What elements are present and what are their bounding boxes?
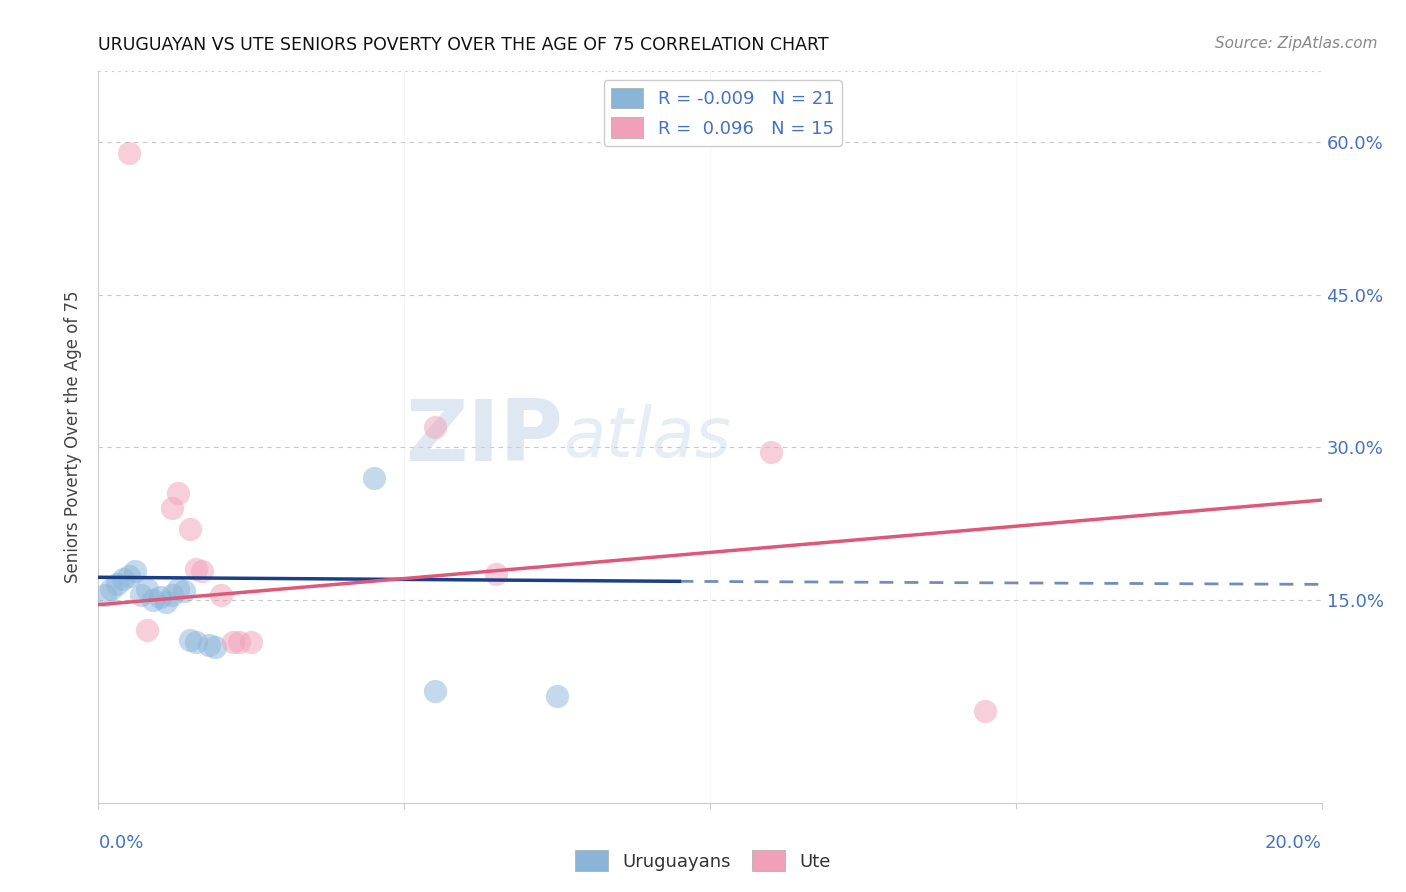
Point [118, 145, 141, 160]
Point [209, 588, 232, 602]
Point [485, 567, 508, 582]
Text: 0.0%: 0.0% [98, 834, 143, 852]
Point [167, 486, 190, 500]
Point [228, 635, 250, 649]
Point [160, 588, 183, 602]
Text: 20.0%: 20.0% [1265, 834, 1322, 852]
Point [179, 633, 201, 648]
Text: atlas: atlas [564, 403, 731, 471]
Point [155, 595, 177, 609]
Y-axis label: Seniors Poverty Over the Age of 75: Seniors Poverty Over the Age of 75 [65, 291, 83, 583]
Point [136, 582, 159, 597]
Point [186, 635, 208, 649]
Text: URUGUAYAN VS UTE SENIORS POVERTY OVER THE AGE OF 75 CORRELATION CHART: URUGUAYAN VS UTE SENIORS POVERTY OVER TH… [98, 36, 830, 54]
Point [222, 635, 245, 649]
Point [124, 564, 146, 578]
Point [149, 590, 172, 604]
Point [204, 640, 226, 655]
Point [142, 592, 165, 607]
Point [423, 684, 446, 698]
Text: Source: ZipAtlas.com: Source: ZipAtlas.com [1215, 36, 1378, 51]
Legend: Uruguayans, Ute: Uruguayans, Ute [568, 843, 838, 879]
Point [173, 584, 195, 599]
Point [167, 582, 190, 597]
Point [191, 564, 214, 578]
Point [100, 582, 122, 597]
Point [105, 577, 128, 591]
Point [546, 689, 568, 703]
Point [136, 623, 159, 637]
Point [118, 569, 141, 583]
Point [423, 420, 446, 434]
Point [759, 445, 782, 459]
Text: ZIP: ZIP [405, 395, 564, 479]
Legend: R = -0.009   N = 21, R =  0.096   N = 15: R = -0.009 N = 21, R = 0.096 N = 15 [603, 80, 842, 145]
Point [186, 562, 208, 576]
Point [93, 588, 115, 602]
Point [160, 501, 183, 516]
Point [197, 638, 219, 652]
Point [129, 588, 152, 602]
Point [974, 705, 997, 719]
Point [111, 572, 134, 586]
Point [179, 522, 201, 536]
Point [240, 635, 263, 649]
Point [363, 471, 385, 485]
